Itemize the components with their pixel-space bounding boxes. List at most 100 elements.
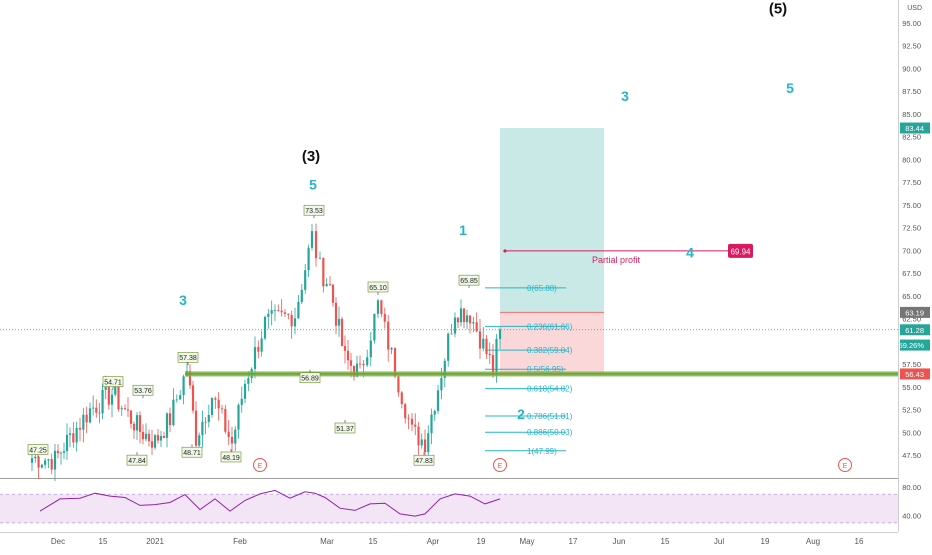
candle-body <box>162 436 166 438</box>
fib-level-label: 0.786(51.81) <box>527 412 573 421</box>
candle-body <box>456 317 460 323</box>
price-axis-bg <box>899 0 932 550</box>
candle-body <box>188 371 192 386</box>
price-tick-label: 77.50 <box>902 178 921 187</box>
candle-body <box>153 435 157 448</box>
candle-body <box>172 399 175 426</box>
price-tag: 56.43 <box>905 370 924 379</box>
rsi-tick-label: 80.00 <box>902 483 921 492</box>
candle-body <box>287 313 290 315</box>
candle-body <box>485 338 488 354</box>
rsi-line <box>39 489 501 517</box>
fib-level-label: 0.236(61.66) <box>527 322 573 331</box>
profit-zone <box>500 128 604 313</box>
candle-body <box>88 408 92 423</box>
candle-body <box>488 353 491 356</box>
fib-level-label: 0.618(54.82) <box>527 385 573 394</box>
candle-body <box>273 310 277 311</box>
candle-body <box>472 322 475 324</box>
time-tick-label: 15 <box>661 537 670 546</box>
price-tag-bg <box>900 122 930 134</box>
price-tick-label: 82.50 <box>902 133 921 142</box>
candle-body <box>349 360 353 366</box>
partial-profit-tag-bg <box>728 243 753 258</box>
candle-body <box>322 257 325 287</box>
candle-body <box>393 348 397 377</box>
candle-body <box>397 376 400 393</box>
candle-body <box>53 450 57 470</box>
swing-label: 73.53 <box>305 208 323 215</box>
candle-body <box>358 363 362 365</box>
candle-body <box>144 433 148 440</box>
partial-profit-label: Partial profit <box>592 255 641 265</box>
candle-body <box>237 404 240 430</box>
candle-body <box>304 270 307 290</box>
candle-body <box>334 302 338 326</box>
candle-body <box>290 314 293 327</box>
candle-body <box>34 456 37 459</box>
candle-body <box>120 408 123 410</box>
candle-body <box>30 458 34 463</box>
earnings-marker <box>838 458 852 472</box>
price-tick-label: 65.00 <box>902 292 921 301</box>
candle-body <box>204 421 207 423</box>
price-tag-bg <box>900 306 930 318</box>
swing-label-box <box>181 446 203 458</box>
candle-body <box>68 433 72 435</box>
candle-body <box>101 389 104 414</box>
price-tick-label: 47.50 <box>902 451 921 460</box>
candle-body <box>50 459 53 470</box>
candle-body <box>110 394 114 405</box>
price-tick-label: 57.50 <box>902 360 921 369</box>
candle-body <box>362 363 365 366</box>
time-tick-label: 19 <box>761 537 770 546</box>
candle-body <box>443 360 446 378</box>
candle-body <box>423 439 427 453</box>
price-tag: 83.44 <box>905 124 924 133</box>
swing-label-box <box>126 454 148 466</box>
candle-body <box>325 284 328 287</box>
time-tick-label: Jul <box>714 537 724 546</box>
swing-label-box <box>334 422 356 434</box>
candle-body <box>433 410 436 415</box>
candle-body <box>440 377 443 391</box>
candle-body <box>417 426 420 446</box>
candle-body <box>400 392 403 405</box>
earnings-marker <box>253 458 267 472</box>
candle-body <box>37 456 40 468</box>
currency-label: USD <box>907 5 922 12</box>
time-tick-label: Jun <box>613 537 626 546</box>
swing-label: 54.71 <box>104 379 122 386</box>
price-tick-label: 85.00 <box>902 110 921 119</box>
time-tick-label: 17 <box>569 537 578 546</box>
candle-body <box>117 386 120 410</box>
swing-label-box <box>27 444 49 455</box>
swing-label-box <box>367 281 389 293</box>
candle-body <box>491 355 495 373</box>
candle-body <box>343 346 347 351</box>
candle-body <box>62 451 66 453</box>
candle-body <box>270 310 273 314</box>
axis-layer: USD 95.00 92.50 90.00 87.50 85.00 82.50 80.00 77… <box>51 0 932 550</box>
rsi-tick-label: 40.00 <box>902 512 921 521</box>
candle-body <box>224 408 227 432</box>
time-tick-label: 15 <box>99 537 108 546</box>
candle-body <box>280 310 283 313</box>
price-tick-label: 90.00 <box>902 64 921 73</box>
candle-body <box>414 424 417 427</box>
candle-body <box>328 284 332 285</box>
candle-body <box>407 418 410 420</box>
candle-body <box>150 441 154 448</box>
swing-label: 57.38 <box>179 355 197 362</box>
candle-body <box>453 317 457 334</box>
wave-label-minor: 5 <box>786 80 794 96</box>
candle-body <box>230 436 234 444</box>
time-tick-label: 19 <box>477 537 486 546</box>
candle-body <box>40 464 43 468</box>
candle-body <box>478 331 482 349</box>
candle-body <box>85 414 88 423</box>
candle-body <box>430 414 433 434</box>
candle-body <box>82 414 85 430</box>
candle-body <box>376 300 380 314</box>
